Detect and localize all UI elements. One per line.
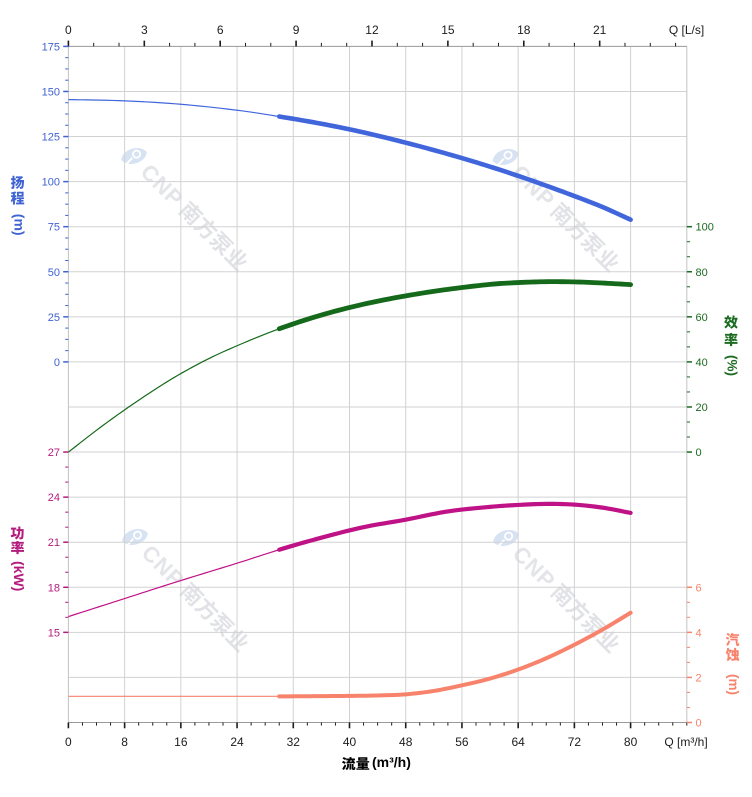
svg-text:4: 4 [696,627,702,639]
svg-text:125: 125 [42,132,60,144]
svg-text:40: 40 [343,735,357,749]
svg-text:40: 40 [696,357,708,369]
svg-text:18: 18 [517,23,531,37]
svg-text:25: 25 [48,312,60,324]
svg-text:56: 56 [455,735,469,749]
svg-text:6: 6 [217,23,224,37]
svg-text:48: 48 [399,735,413,749]
svg-text:20: 20 [696,402,708,414]
svg-text:12: 12 [365,23,379,37]
svg-text:175: 175 [42,41,60,53]
svg-text:24: 24 [48,492,60,504]
svg-text:32: 32 [287,735,301,749]
svg-text:0: 0 [65,735,72,749]
svg-text:(kW): (kW) [11,561,27,591]
svg-text:60: 60 [696,312,708,324]
svg-text:21: 21 [593,23,607,37]
svg-text:2: 2 [696,672,702,684]
svg-text:50: 50 [48,267,60,279]
svg-text:64: 64 [511,735,525,749]
svg-text:16: 16 [174,735,188,749]
svg-text:0: 0 [696,447,702,459]
svg-text:Q [L/s]: Q [L/s] [669,23,704,37]
svg-text:(m): (m) [11,214,27,236]
svg-text:3: 3 [141,23,148,37]
svg-text:Q [m³/h]: Q [m³/h] [664,735,707,749]
svg-text:0: 0 [54,357,60,369]
svg-text:24: 24 [230,735,244,749]
svg-text:(m): (m) [726,674,741,695]
svg-text:80: 80 [624,735,638,749]
svg-text:15: 15 [441,23,455,37]
svg-text:100: 100 [696,222,714,234]
svg-text:72: 72 [568,735,582,749]
svg-text:18: 18 [48,582,60,594]
svg-text:9: 9 [293,23,300,37]
svg-text:100: 100 [42,177,60,189]
svg-text:21: 21 [48,537,60,549]
svg-text:(m³/h): (m³/h) [372,754,411,770]
svg-text:80: 80 [696,267,708,279]
svg-text:(%): (%) [725,355,740,376]
svg-text:150: 150 [42,86,60,98]
svg-text:8: 8 [121,735,128,749]
svg-text:0: 0 [696,717,702,729]
svg-text:15: 15 [48,627,60,639]
svg-text:6: 6 [696,582,702,594]
svg-text:27: 27 [48,447,60,459]
svg-text:0: 0 [65,23,72,37]
svg-text:75: 75 [48,222,60,234]
